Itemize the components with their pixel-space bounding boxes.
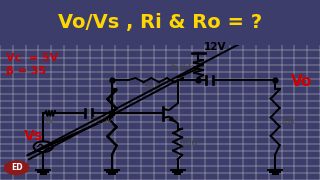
Text: β = 35: β = 35 [6, 66, 46, 76]
Circle shape [4, 161, 29, 175]
Text: Vc  = 5V: Vc = 5V [6, 53, 58, 63]
Text: 100k: 100k [91, 118, 114, 126]
Text: 1k: 1k [44, 117, 55, 126]
Text: 10k: 10k [280, 118, 297, 126]
Text: Vs: Vs [24, 129, 43, 143]
Text: 12V: 12V [204, 42, 227, 52]
Text: 6.8 k: 6.8 k [171, 63, 194, 72]
Text: ED: ED [11, 163, 22, 172]
Text: 100: 100 [181, 140, 199, 148]
Text: Vo/Vs , Ri & Ro = ?: Vo/Vs , Ri & Ro = ? [58, 13, 262, 32]
Text: Vo: Vo [291, 73, 312, 89]
Text: 56k: 56k [144, 83, 160, 92]
